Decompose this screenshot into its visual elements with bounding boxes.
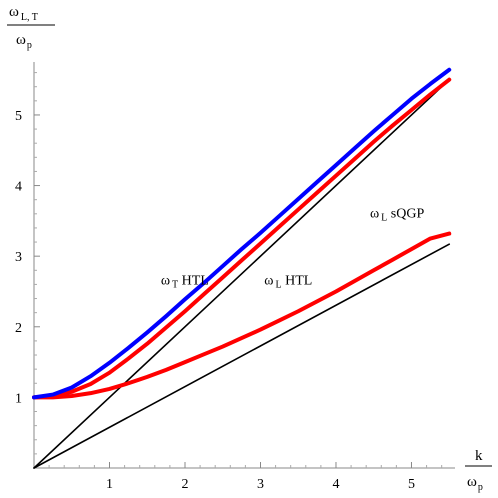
x-axis-label: k ωp [465,448,492,493]
y-axis-label: ω L, T ωp [7,4,55,51]
svg-text:ωp: ωp [467,474,483,493]
ylabel-den-main: ω [16,32,26,48]
ticks: 1 2 3 4 5 1 2 3 4 5 [15,72,443,492]
y-tick-label: 2 [15,321,22,336]
series-layer [32,67,452,469]
ylabel-den-sub: p [27,40,32,51]
x-tick-label: 1 [106,477,113,492]
ylabel-num-sub: L, T [21,12,38,23]
y-tick-label: 4 [15,180,22,195]
series-line-2 [32,231,452,400]
x-tick-label: 3 [257,477,264,492]
y-tick-label: 3 [15,250,22,265]
svg-text:ωL, T: ω L, T [9,4,38,23]
xlabel-den-main: ω [467,474,477,490]
xlabel-num-main: k [475,448,483,464]
x-tick-label: 4 [332,477,339,492]
svg-text:ωp: ωp [16,32,32,51]
x-tick-label: 2 [181,477,188,492]
series-line-1 [32,77,452,400]
series-line-0 [32,67,452,400]
ylabel-num-main: ω [9,4,19,20]
x-tick-label: 5 [408,477,415,492]
xlabel-den-sub: p [478,482,483,493]
y-tick-label: 5 [15,109,22,124]
y-tick-label: 1 [15,391,22,406]
series-line-3 [33,78,451,469]
series-line-4 [33,243,451,469]
